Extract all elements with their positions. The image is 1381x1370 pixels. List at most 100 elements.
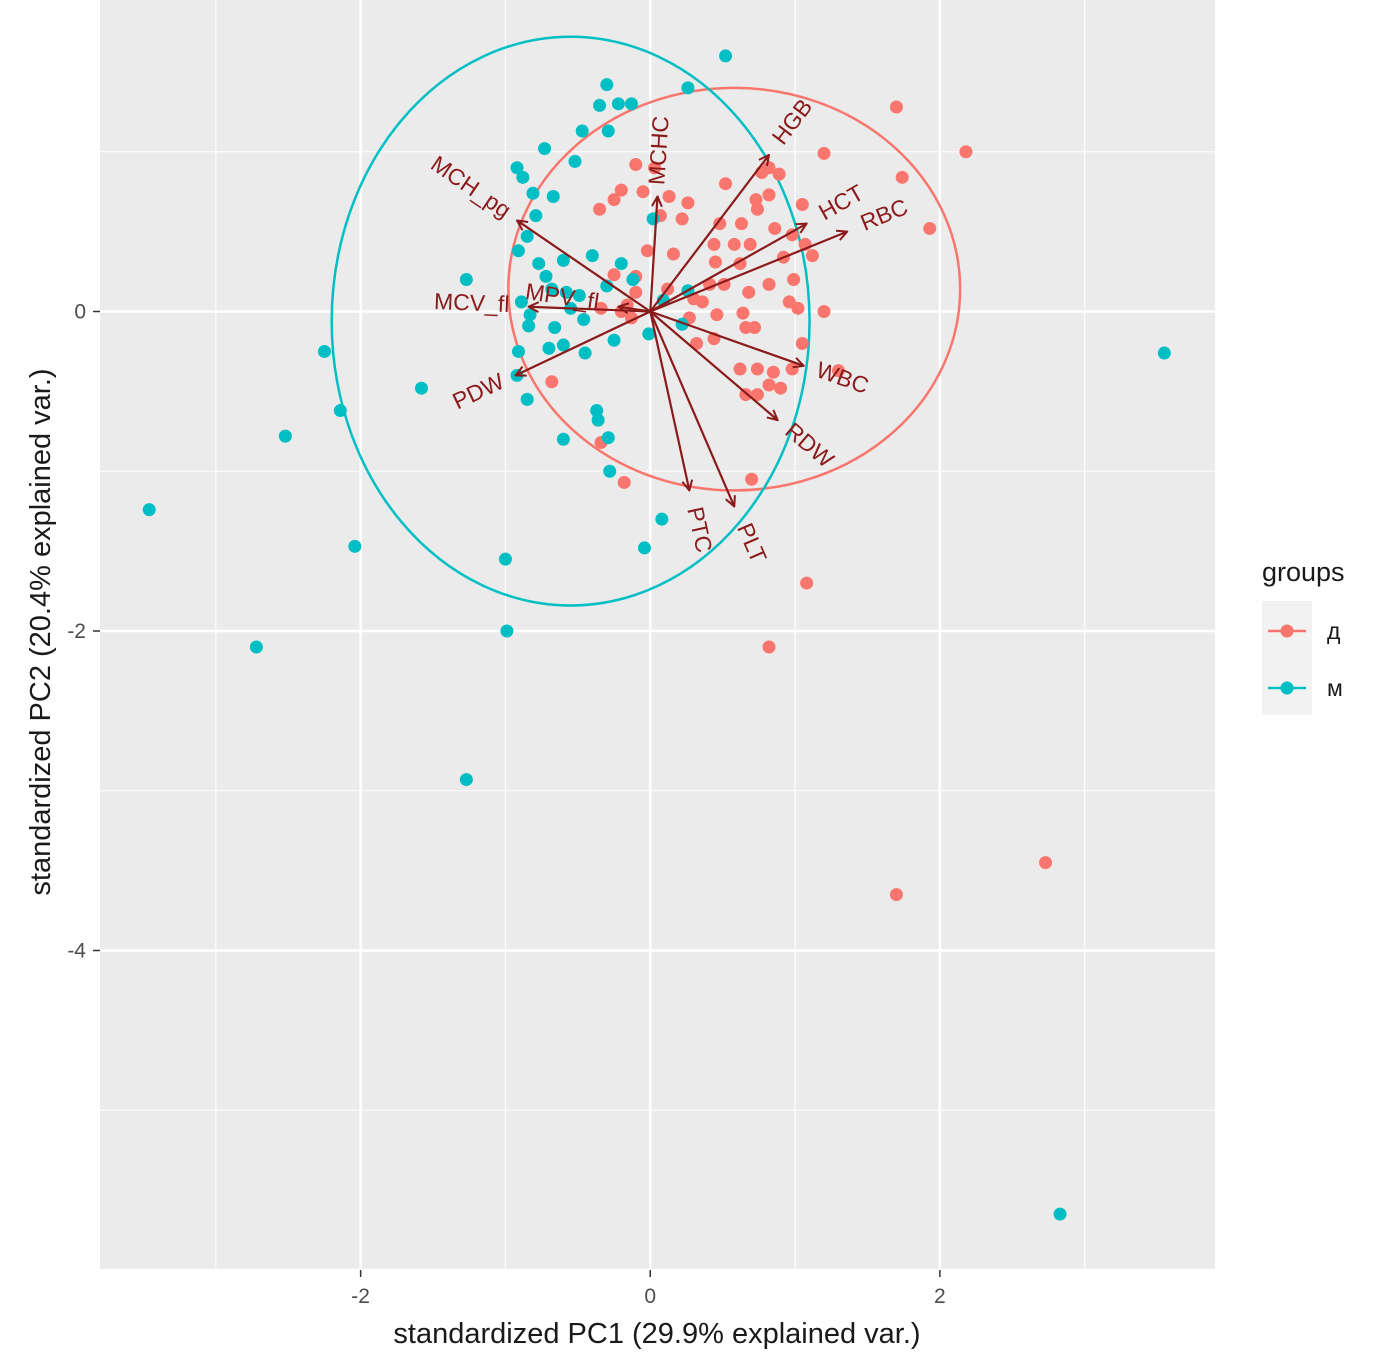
data-point-m <box>538 142 552 156</box>
group-ellipses <box>330 35 962 607</box>
data-point-d <box>742 285 756 299</box>
data-point-d <box>750 362 764 376</box>
y-axis-title: standardized PC2 (20.4% explained var.) <box>25 368 57 895</box>
loading-label: MCV_fl <box>434 288 510 317</box>
data-point-m <box>611 97 625 111</box>
data-point-d <box>629 158 643 172</box>
loading-arrow <box>649 310 803 366</box>
data-point-d <box>629 285 643 299</box>
data-point-d <box>734 217 748 231</box>
data-point-d <box>662 189 676 203</box>
data-point-m <box>607 333 621 347</box>
data-point-m <box>142 503 156 517</box>
x-axis-title: standardized PC1 (29.9% explained var.) <box>393 1318 920 1350</box>
data-point-d <box>593 202 607 216</box>
data-point-d <box>707 237 721 251</box>
data-point-m <box>516 170 530 184</box>
data-point-d <box>681 196 695 210</box>
data-point-d <box>762 640 776 654</box>
data-point-m <box>545 282 559 296</box>
data-point-d <box>607 193 621 207</box>
data-point-d <box>750 202 764 216</box>
loading-arrow <box>649 311 734 507</box>
data-point-m <box>590 404 604 418</box>
data-point-d <box>959 145 973 159</box>
data-point-m <box>585 249 599 263</box>
data-point-m <box>249 640 263 654</box>
data-point-m <box>572 289 586 303</box>
data-point-d <box>743 237 757 251</box>
y-axis-ticks: 0 -2 -4 <box>67 301 100 963</box>
data-point-m <box>600 279 614 293</box>
loading-arrows <box>516 155 848 506</box>
data-point-d <box>795 336 809 350</box>
data-point-d <box>636 185 650 199</box>
data-point-m <box>520 392 534 406</box>
data-point-m <box>459 273 473 287</box>
data-point-m <box>522 319 536 333</box>
data-point-d <box>785 228 799 242</box>
data-point-d <box>719 177 733 191</box>
data-point-m <box>510 161 524 175</box>
data-point-d <box>690 336 704 350</box>
data-point-d <box>708 255 722 269</box>
data-point-m <box>548 320 562 334</box>
loading-arrow <box>649 311 689 491</box>
data-point-m <box>642 327 656 341</box>
data-point-m <box>646 212 660 226</box>
legend-label: м <box>1327 675 1343 701</box>
data-point-d <box>713 217 727 231</box>
x-tick-label: 0 <box>644 1285 656 1308</box>
data-point-d <box>733 362 747 376</box>
data-point-m <box>526 186 540 200</box>
data-point-m <box>556 253 570 267</box>
legend-key-point <box>1280 681 1294 695</box>
legend-key-background <box>1262 601 1312 715</box>
group-ellipse-d <box>507 86 962 492</box>
data-point-m <box>575 124 589 138</box>
data-point-m <box>600 78 614 92</box>
data-point-m <box>655 512 669 526</box>
data-point-d <box>762 188 776 202</box>
data-point-m <box>637 541 651 555</box>
data-point-d <box>832 364 846 378</box>
data-point-m <box>614 257 628 271</box>
data-point-m <box>556 338 570 352</box>
data-point-d <box>727 237 741 251</box>
data-point-m <box>556 432 570 446</box>
major-gridlines <box>100 0 1215 1272</box>
y-tick-label: -2 <box>67 620 86 643</box>
data-point-m <box>511 244 525 258</box>
data-point-d <box>666 247 680 261</box>
data-point-m <box>333 404 347 418</box>
data-point-d <box>805 249 819 263</box>
loading-arrow <box>649 196 657 312</box>
data-point-m <box>577 312 591 326</box>
data-point-m <box>498 552 512 566</box>
loading-arrow <box>649 310 777 421</box>
loading-arrow <box>618 307 651 312</box>
x-axis-ticks: -2 0 2 <box>351 1270 946 1308</box>
data-point-m <box>546 189 560 203</box>
data-point-m <box>1053 1207 1067 1221</box>
data-point-m <box>568 154 582 168</box>
data-point-d <box>755 166 769 180</box>
data-point-m <box>603 464 617 478</box>
loading-arrow <box>529 307 651 312</box>
data-point-m <box>591 413 605 427</box>
data-point-m <box>532 257 546 271</box>
data-point-m <box>542 341 556 355</box>
loading-arrow <box>649 232 847 313</box>
data-point-m <box>514 295 528 309</box>
group-ellipse-m <box>330 35 811 607</box>
data-point-d <box>762 277 776 291</box>
data-point-m <box>719 49 733 63</box>
data-point-d <box>750 388 764 402</box>
data-point-m <box>520 229 534 243</box>
data-point-d <box>749 193 763 207</box>
legend: groups д м <box>1262 557 1345 715</box>
legend-key-point <box>1280 624 1294 638</box>
data-point-m <box>459 773 473 787</box>
data-point-d <box>617 475 631 489</box>
data-point-m <box>278 429 292 443</box>
